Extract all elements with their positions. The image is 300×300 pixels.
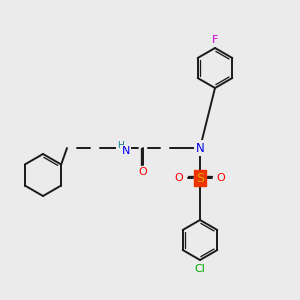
Text: N: N (122, 146, 130, 156)
Text: S: S (196, 172, 204, 184)
Text: O: O (217, 173, 225, 183)
Text: O: O (175, 173, 183, 183)
Text: F: F (212, 35, 218, 45)
Text: N: N (196, 142, 204, 154)
Text: Cl: Cl (195, 264, 206, 274)
Text: O: O (139, 167, 147, 177)
Text: H: H (117, 142, 123, 151)
